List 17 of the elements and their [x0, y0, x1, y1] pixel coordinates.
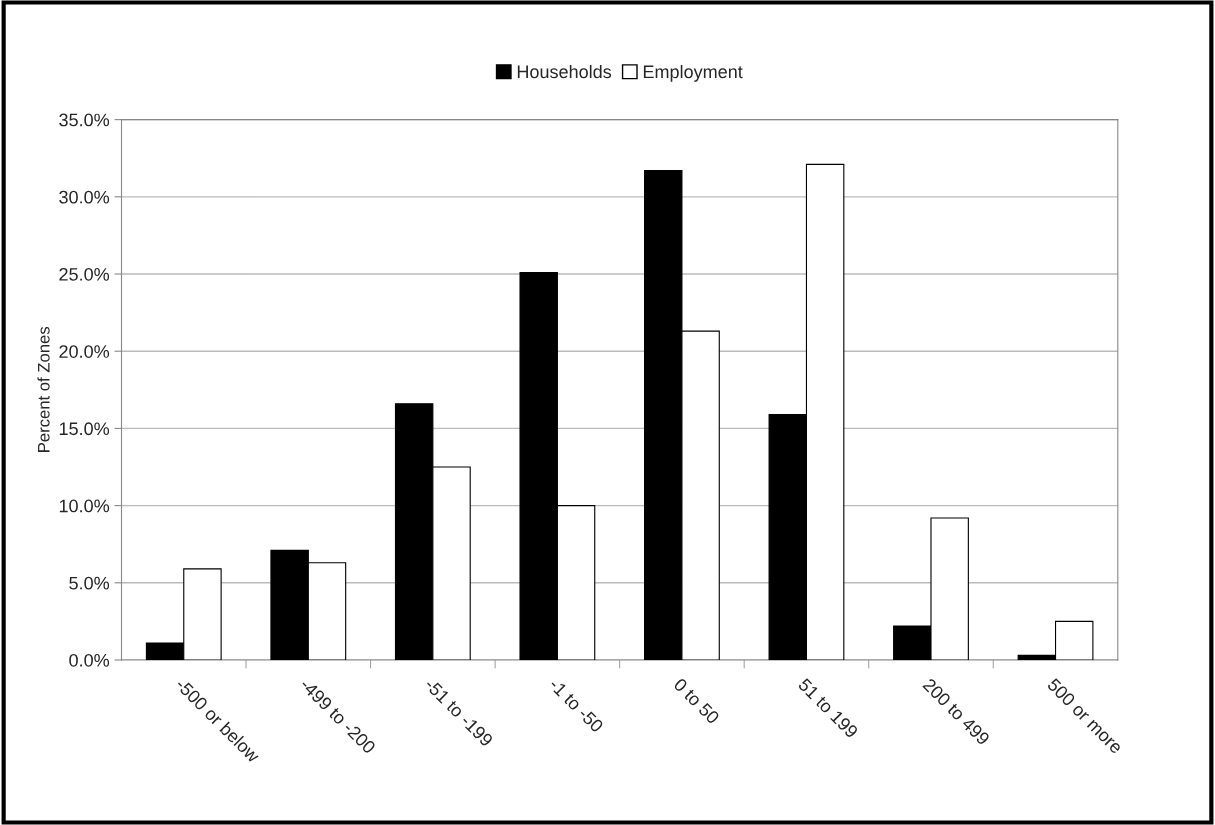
legend-label: Households	[517, 64, 612, 79]
y-axis-title: Percent of Zones	[37, 326, 50, 452]
y-tick-label: 35.0%	[59, 113, 110, 127]
y-tick-label: 5.0%	[69, 576, 110, 590]
x-tick-label: -499 to -200	[299, 677, 377, 755]
y-tick-label: 30.0%	[59, 190, 110, 204]
x-tick-label: 51 to 199	[797, 677, 859, 739]
x-tick-label: 0 to 50	[673, 677, 721, 725]
y-tick-label: 20.0%	[59, 345, 110, 358]
y-tick-label: 15.0%	[59, 422, 110, 436]
x-tick-label: -51 to -199	[424, 677, 494, 748]
x-tick-label: 200 to 499	[922, 677, 991, 746]
y-tick-label: 10.0%	[59, 499, 110, 513]
x-tick-label: -1 to -50	[548, 677, 605, 734]
y-tick-label: 0.0%	[69, 653, 110, 667]
y-tick-label: 25.0%	[59, 267, 110, 281]
legend-label: Employment	[643, 64, 743, 82]
